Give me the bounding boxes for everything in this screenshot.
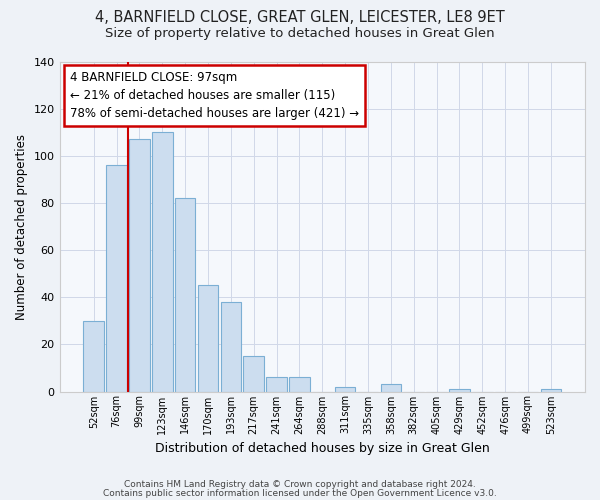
Bar	[175, 198, 196, 392]
Bar	[198, 286, 218, 392]
Bar	[289, 378, 310, 392]
Bar	[244, 356, 264, 392]
Bar	[106, 165, 127, 392]
Bar	[152, 132, 173, 392]
Text: 4 BARNFIELD CLOSE: 97sqm
← 21% of detached houses are smaller (115)
78% of semi-: 4 BARNFIELD CLOSE: 97sqm ← 21% of detach…	[70, 72, 359, 120]
Bar	[129, 140, 150, 392]
Text: Contains HM Land Registry data © Crown copyright and database right 2024.: Contains HM Land Registry data © Crown c…	[124, 480, 476, 489]
Bar	[266, 378, 287, 392]
X-axis label: Distribution of detached houses by size in Great Glen: Distribution of detached houses by size …	[155, 442, 490, 455]
Bar	[541, 389, 561, 392]
Bar	[221, 302, 241, 392]
Bar	[449, 389, 470, 392]
Text: 4, BARNFIELD CLOSE, GREAT GLEN, LEICESTER, LE8 9ET: 4, BARNFIELD CLOSE, GREAT GLEN, LEICESTE…	[95, 10, 505, 25]
Text: Size of property relative to detached houses in Great Glen: Size of property relative to detached ho…	[105, 28, 495, 40]
Y-axis label: Number of detached properties: Number of detached properties	[15, 134, 28, 320]
Text: Contains public sector information licensed under the Open Government Licence v3: Contains public sector information licen…	[103, 488, 497, 498]
Bar	[380, 384, 401, 392]
Bar	[335, 387, 355, 392]
Bar	[83, 321, 104, 392]
